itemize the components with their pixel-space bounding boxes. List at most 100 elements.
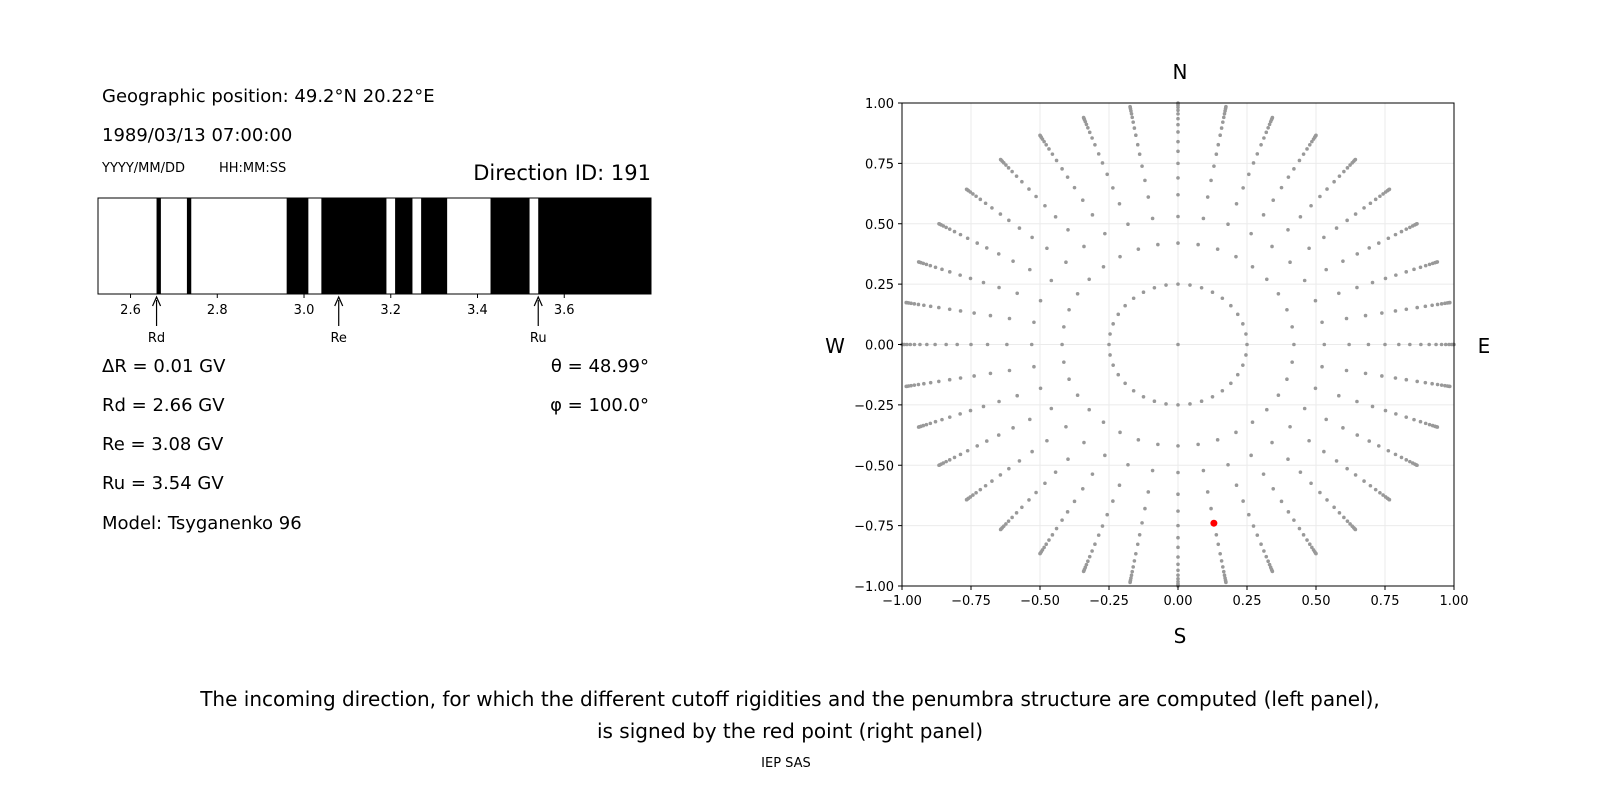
direction-point — [940, 267, 944, 272]
direction-point — [1216, 142, 1221, 147]
direction-point — [1081, 569, 1086, 574]
penumbra-forbidden-band — [395, 198, 413, 294]
direction-point — [1196, 242, 1200, 247]
direction-point — [985, 342, 990, 347]
direction-point — [1373, 197, 1378, 202]
direction-point — [1141, 290, 1146, 295]
direction-point — [1214, 532, 1219, 537]
direction-point — [1027, 498, 1031, 502]
direction-point — [1007, 466, 1011, 471]
direction-point — [1314, 551, 1318, 556]
direction-point — [1176, 568, 1180, 573]
direction-point — [1399, 455, 1404, 460]
direction-point — [1176, 403, 1180, 407]
direction-point — [974, 490, 978, 495]
direction-point — [1285, 377, 1289, 381]
direction-point — [1383, 342, 1387, 347]
direction-point — [983, 201, 988, 206]
caption-line-1: The incoming direction, for which the di… — [200, 687, 1380, 711]
direction-point — [1427, 262, 1432, 267]
direction-point — [1134, 551, 1138, 556]
direction-point — [984, 439, 989, 443]
penumbra-forbidden-band — [538, 198, 651, 294]
direction-point — [1086, 559, 1090, 564]
direction-point — [1132, 126, 1137, 130]
direction-point — [1090, 472, 1095, 476]
direction-point — [1176, 444, 1180, 448]
direction-point — [1393, 309, 1398, 313]
direction-point — [1176, 192, 1180, 197]
direction-point — [1235, 312, 1240, 317]
direction-point — [1176, 470, 1180, 475]
direction-point — [944, 342, 948, 347]
direction-point — [1188, 283, 1192, 287]
direction-point — [1090, 549, 1094, 553]
direction-point — [1087, 277, 1091, 282]
direction-point — [1131, 120, 1135, 124]
direction-point — [1032, 320, 1036, 325]
direction-point — [947, 415, 952, 419]
direction-point — [1150, 468, 1155, 473]
phi-value: φ = 100.0° — [550, 395, 649, 416]
direction-point — [1246, 512, 1251, 517]
direction-point — [1415, 305, 1419, 310]
direction-point — [928, 304, 933, 309]
direction-point — [1045, 438, 1049, 443]
direction-point — [1435, 302, 1440, 307]
direction-point — [1111, 322, 1115, 326]
direction-point — [1028, 417, 1032, 422]
direction-point — [1222, 573, 1227, 577]
direction-point — [947, 458, 952, 462]
direction-point — [1241, 186, 1245, 190]
direction-point — [1412, 417, 1416, 422]
direction-point — [933, 419, 938, 424]
direction-point — [965, 448, 970, 453]
caption-line-2: is signed by the red point (right panel) — [596, 719, 984, 743]
direction-point — [1408, 342, 1412, 347]
direction-point — [958, 376, 963, 380]
direction-point — [1380, 374, 1384, 378]
direction-point — [1387, 187, 1392, 192]
direction-point — [928, 421, 933, 426]
direction-point — [1093, 142, 1097, 147]
direction-point — [1241, 322, 1245, 326]
direction-point — [1286, 175, 1291, 179]
direction-point — [1146, 195, 1151, 199]
direction-point — [1307, 246, 1311, 251]
direction-point — [1064, 424, 1068, 429]
direction-point — [1404, 270, 1409, 274]
direction-point — [958, 273, 962, 277]
direction-point — [1419, 342, 1423, 347]
direction-point — [1086, 125, 1090, 130]
direction-point — [1345, 466, 1349, 471]
direction-point — [1222, 112, 1227, 116]
direction-point — [1221, 565, 1225, 569]
direction-point — [1404, 458, 1409, 462]
direction-point — [1393, 376, 1398, 380]
direction-point — [1313, 386, 1318, 391]
direction-point — [1136, 438, 1141, 442]
direction-point — [969, 342, 973, 347]
direction-point — [933, 265, 938, 270]
direction-point — [1418, 265, 1423, 270]
direction-point — [1205, 195, 1210, 199]
y-tick-label: 0.75 — [865, 157, 894, 172]
direction-point — [1241, 363, 1245, 367]
direction-point — [1212, 164, 1216, 168]
marker-label-ru: Ru — [530, 331, 547, 346]
direction-point — [1276, 393, 1281, 398]
direction-point — [1221, 120, 1225, 124]
direction-point — [1412, 267, 1416, 272]
direction-point — [1075, 393, 1080, 398]
direction-point — [1387, 497, 1392, 502]
direction-point — [1067, 377, 1071, 381]
direction-point — [1014, 174, 1019, 178]
direction-point — [1087, 407, 1091, 412]
direction-point — [1137, 152, 1142, 157]
direction-point — [1140, 164, 1144, 168]
direction-point — [1394, 273, 1398, 277]
direction-point — [1229, 381, 1233, 386]
direction-point — [1123, 303, 1127, 308]
direction-point — [924, 422, 929, 427]
